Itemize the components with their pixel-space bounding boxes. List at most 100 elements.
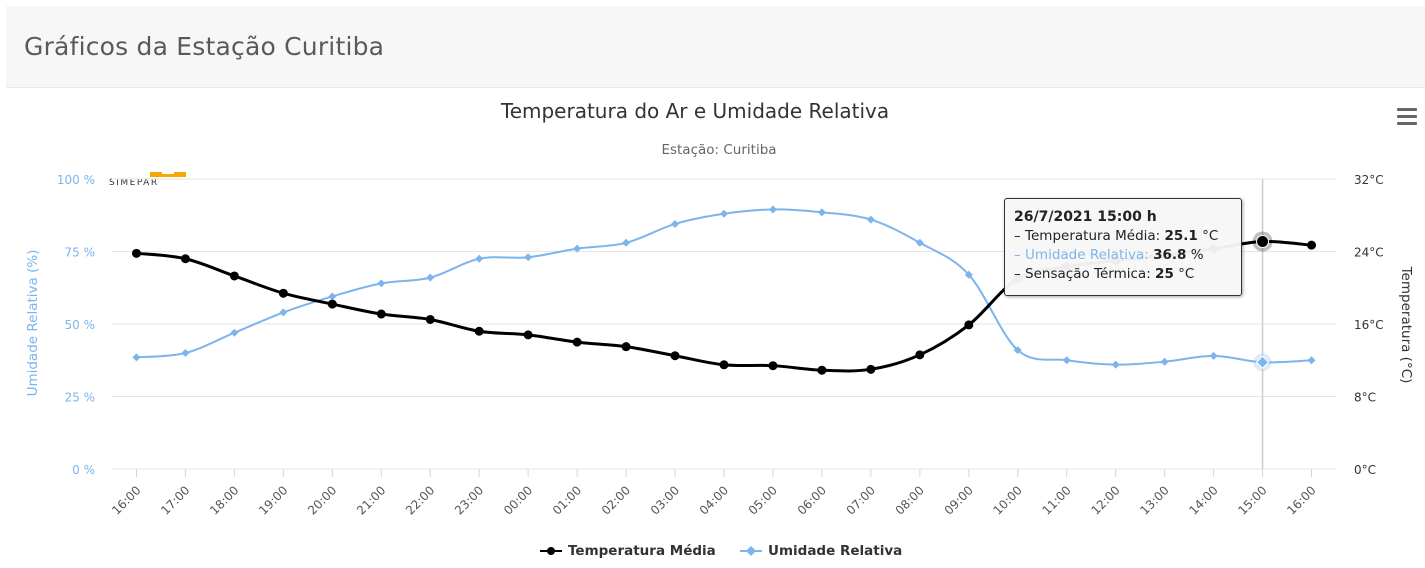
data-point-umidade-relativa [426, 273, 435, 282]
data-point-umidade-relativa [817, 208, 826, 217]
data-point-temperatura-media [964, 320, 974, 330]
data-point-temperatura-media [1307, 240, 1317, 250]
left-axis-tick-label: 0 % [72, 463, 95, 477]
data-point-temperatura-media [817, 365, 827, 375]
x-axis-tick-label: 06:00 [795, 483, 829, 517]
chart-title: Temperatura do Ar e Umidade Relativa [500, 99, 889, 123]
data-point-umidade-relativa [768, 205, 777, 214]
x-axis-tick-label: 07:00 [844, 483, 878, 517]
data-point-umidade-relativa [866, 215, 875, 224]
data-point-temperatura-media [180, 254, 190, 264]
tooltip-row-temperature: – Temperatura Média: 25.1 °C [1014, 228, 1219, 244]
data-point-umidade-relativa [622, 238, 631, 247]
x-axis-tick-label: 05:00 [746, 483, 780, 517]
data-point-umidade-relativa [1111, 360, 1120, 369]
data-point-umidade-relativa [671, 219, 680, 228]
x-axis-tick-label: 03:00 [648, 483, 682, 517]
logo-text: SIMEPAR [109, 178, 159, 188]
data-point-temperatura-media [229, 271, 239, 281]
tooltip-unit: °C [1197, 228, 1219, 244]
tooltip-value: 25.1 [1164, 228, 1198, 244]
x-axis-tick-label: 02:00 [599, 483, 633, 517]
data-point-umidade-relativa [377, 279, 386, 288]
page-header: Gráficos da Estação Curitiba [6, 6, 1425, 88]
x-axis-tick-label: 04:00 [697, 483, 731, 517]
tooltip-row-humidity: – Umidade Relativa: 36.8 % [1014, 247, 1204, 263]
x-axis-tick-label: 23:00 [452, 483, 486, 517]
page-title: Gráficos da Estação Curitiba [24, 32, 385, 61]
data-tooltip: 26/7/2021 15:00 h – Temperatura Média: 2… [1004, 198, 1242, 296]
data-point-umidade-relativa [915, 238, 924, 247]
x-axis-tick-label: 22:00 [403, 483, 437, 517]
right-axis-tick-label: 0°C [1354, 463, 1376, 477]
x-axis-tick-label: 09:00 [942, 483, 976, 517]
simepar-logo: SIMEPAR [109, 172, 186, 188]
data-point-umidade-relativa [1013, 346, 1022, 355]
left-axis-tick-label: 75 % [65, 246, 96, 260]
x-axis-tick-label: 17:00 [158, 483, 192, 517]
x-axis-tick-label: 10:00 [991, 483, 1025, 517]
data-point-temperatura-media [425, 314, 435, 324]
tooltip-label: Sensação Térmica: [1025, 266, 1156, 282]
tooltip-title: 26/7/2021 15:00 h [1014, 209, 1157, 225]
chart-menu-button[interactable] [1393, 106, 1421, 130]
x-axis-tick-label: 18:00 [207, 483, 241, 517]
x-axis-tick-label: 08:00 [893, 483, 927, 517]
chart-container: Temperatura do Ar e Umidade Relativa Est… [0, 88, 1425, 568]
left-axis-tick-label: 100 % [57, 173, 95, 187]
x-axis-tick-label: 11:00 [1039, 483, 1073, 517]
data-point-umidade-relativa [720, 209, 728, 218]
x-axis-tick-label: 21:00 [354, 483, 388, 517]
data-point-umidade-relativa [1062, 356, 1071, 365]
x-axis-tick-label: 13:00 [1137, 483, 1171, 517]
left-axis-tick-label: 50 % [65, 318, 96, 332]
x-axis-tick-label: 14:00 [1186, 483, 1220, 517]
logo-mark-inner [162, 172, 174, 174]
data-point-temperatura-media [915, 350, 925, 360]
data-point-umidade-relativa [328, 292, 337, 301]
legend-item-temperatura-media[interactable]: Temperatura Média [540, 540, 716, 562]
chart-svg: Temperatura do Ar e Umidade Relativa Est… [25, 99, 1414, 518]
tooltip-value: 36.8 [1153, 247, 1187, 263]
right-axis: 0°C 8°C 16°C 24°C 32°C [1354, 173, 1384, 477]
data-point-temperatura-media [670, 351, 680, 361]
data-point-temperatura-media [572, 337, 582, 347]
chart-subtitle: Estação: Curitiba [661, 142, 776, 158]
legend-line-diamond-icon [740, 546, 762, 556]
data-point-umidade-relativa [1209, 351, 1218, 360]
tooltip-unit: % [1186, 247, 1204, 263]
left-axis: 0 % 25 % 50 % 75 % 100 % [57, 173, 95, 477]
tooltip-label: Umidade Relativa: [1025, 247, 1154, 263]
x-axis-tick-label: 16:00 [109, 483, 143, 517]
data-point-umidade-relativa [1307, 356, 1316, 365]
right-axis-tick-label: 16°C [1354, 318, 1384, 332]
data-point-temperatura-media [278, 288, 288, 298]
tooltip-label: Temperatura Média: [1025, 228, 1165, 244]
data-point-temperatura-media [768, 361, 778, 371]
x-axis-tick-label: 20:00 [305, 483, 339, 517]
data-point-umidade-relativa [132, 353, 141, 362]
legend-label: Umidade Relativa [768, 543, 903, 559]
x-axis-tick-label: 00:00 [501, 483, 535, 517]
data-point-temperatura-media [719, 360, 729, 370]
x-axis-tick-label: 12:00 [1088, 483, 1122, 517]
tooltip-row-feels-like: – Sensação Térmica: 25 °C [1014, 266, 1195, 282]
data-point-temperatura-media [131, 248, 141, 258]
x-axis-tick-label: 01:00 [550, 483, 584, 517]
right-axis-tick-label: 32°C [1354, 173, 1384, 187]
legend-label: Temperatura Média [568, 543, 716, 559]
chart-legend: Temperatura Média Umidade Relativa [0, 540, 1425, 562]
x-axis: 16:00 17:00 18:00 19:00 20:00 21:00 22:00 23:00… [109, 469, 1319, 518]
data-point-temperatura-media [376, 309, 386, 319]
left-axis-tick-label: 25 % [65, 391, 96, 405]
data-point-umidade-relativa [573, 244, 582, 253]
x-axis-tick-label: 19:00 [256, 483, 290, 517]
data-point-temperatura-media [621, 342, 631, 352]
hamburger-menu-icon [1397, 115, 1417, 118]
x-axis-tick-label: 15:00 [1235, 483, 1269, 517]
data-point-umidade-relativa [1160, 357, 1169, 366]
legend-item-umidade-relativa[interactable]: Umidade Relativa [740, 540, 902, 562]
right-axis-tick-label: 8°C [1354, 391, 1376, 405]
hamburger-menu-icon [1397, 122, 1417, 125]
data-point-umidade-relativa [964, 270, 973, 279]
